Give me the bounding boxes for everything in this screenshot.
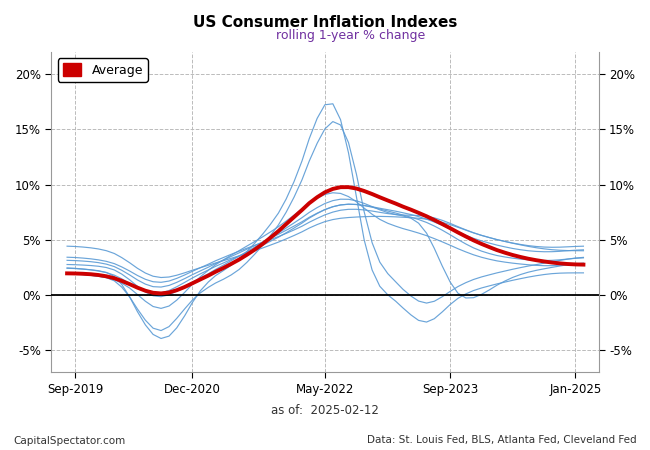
X-axis label: as of:  2025-02-12: as of: 2025-02-12 xyxy=(271,404,379,417)
Text: rolling 1-year % change: rolling 1-year % change xyxy=(276,29,426,42)
Legend: Average: Average xyxy=(58,58,148,82)
Text: Data: St. Louis Fed, BLS, Atlanta Fed, Cleveland Fed: Data: St. Louis Fed, BLS, Atlanta Fed, C… xyxy=(367,436,637,446)
Title: US Consumer Inflation Indexes: US Consumer Inflation Indexes xyxy=(193,15,457,30)
Text: CapitalSpectator.com: CapitalSpectator.com xyxy=(13,436,125,446)
